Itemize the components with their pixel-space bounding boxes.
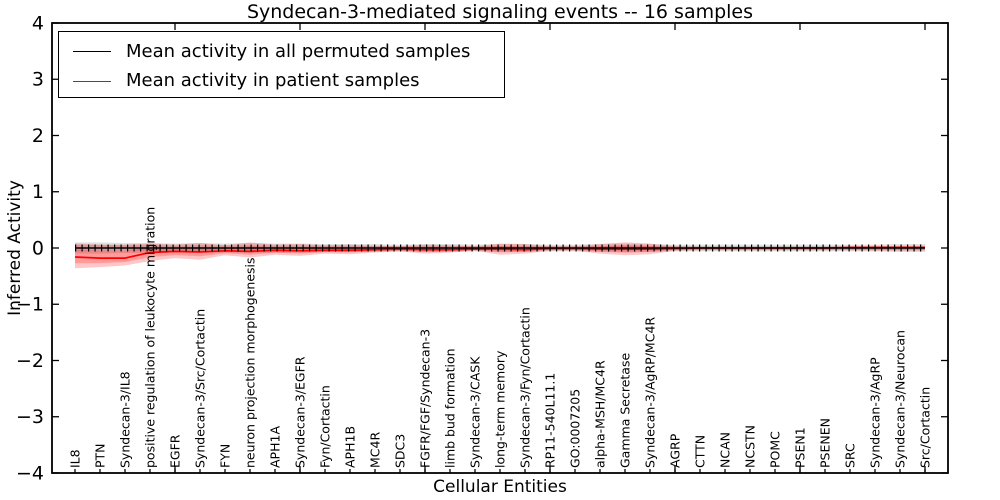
legend-entry-permuted: Mean activity in all permuted samples (73, 38, 504, 66)
x-tick-label: RP11-540L11.1 (543, 373, 558, 468)
x-tick-label: Syndecan-3/CASK (468, 356, 483, 468)
x-tick-label: Fyn/Cortactin (318, 385, 333, 468)
x-tick-label: AGRP (668, 433, 683, 468)
x-tick-labels: IL8 PTN Syndecan-3/IL8 positive regulation … (68, 207, 933, 468)
x-tick-label: Syndecan-3/Src/Cortactin (193, 309, 208, 468)
x-tick-label: Syndecan-3/IL8 (118, 371, 133, 468)
x-tick-label: Src/Cortactin (918, 387, 933, 468)
y-tick-label: 3 (32, 69, 44, 91)
axis-ticks (52, 22, 948, 474)
y-tick-label: 4 (32, 12, 44, 34)
x-tick-label: GO:0007205 (568, 389, 583, 468)
x-tick-label: PTN (93, 443, 108, 468)
x-tick-label: SDC3 (393, 434, 408, 468)
permuted-line-swatch (73, 51, 111, 53)
x-tick-label: IL8 (68, 449, 83, 468)
x-tick-label: Syndecan-3/AgRP/MC4R (643, 317, 658, 468)
x-tick-label: FYN (218, 444, 233, 468)
x-tick-label: alpha-MSH/MC4R (593, 360, 608, 468)
legend: Mean activity in all permuted samples Me… (58, 31, 505, 98)
patient-line-swatch (73, 80, 111, 82)
x-tick-label: FGFR/FGF/Syndecan-3 (418, 329, 433, 468)
x-tick-label: NCSTN (743, 425, 758, 468)
x-axis-label: Cellular Entities (433, 477, 567, 497)
y-tick-label: −1 (16, 294, 44, 316)
x-tick-label: Gamma Secretase (618, 353, 633, 468)
x-tick-label: CTTN (693, 435, 708, 468)
y-tick-label: 2 (32, 125, 44, 147)
x-tick-label: PSEN1 (793, 427, 808, 468)
x-tick-label: MC4R (368, 432, 383, 468)
y-tick-label: −3 (16, 406, 44, 428)
x-tick-label: positive regulation of leukocyte migrati… (143, 207, 158, 468)
legend-label-patient: Mean activity in patient samples (126, 70, 420, 92)
y-tick-label: −4 (16, 462, 44, 484)
chart-title: Syndecan-3-mediated signaling events -- … (246, 1, 754, 23)
x-tick-label: Syndecan-3/EGFR (293, 356, 308, 468)
y-tick-label: 1 (32, 181, 44, 203)
x-tick-label: SRC (843, 443, 858, 468)
x-tick-label: APH1B (343, 426, 358, 468)
y-tick-labels: −4 −3 −2 −1 0 1 2 3 4 (16, 12, 44, 484)
x-tick-label: Syndecan-3/AgRP (868, 357, 883, 468)
y-tick-label: −2 (16, 350, 44, 372)
legend-label-permuted: Mean activity in all permuted samples (126, 40, 471, 62)
x-tick-label: POMC (768, 431, 783, 468)
x-tick-label: neuron projection morphogenesis (243, 257, 258, 468)
x-tick-label: limb bud formation (443, 348, 458, 468)
y-tick-label: 0 (32, 237, 44, 259)
x-tick-label: APH1A (268, 426, 283, 468)
x-tick-label: EGFR (168, 434, 183, 468)
legend-entry-patient: Mean activity in patient samples (73, 67, 504, 95)
x-tick-label: PSENEN (818, 418, 833, 468)
x-tick-label: Syndecan-3/Neurocan (893, 330, 908, 468)
x-tick-label: NCAN (718, 432, 733, 468)
y-axis-label: Inferred Activity (5, 180, 25, 316)
x-tick-label: long-term memory (493, 350, 508, 468)
x-tick-label: Syndecan-3/Fyn/Cortactin (518, 307, 533, 468)
